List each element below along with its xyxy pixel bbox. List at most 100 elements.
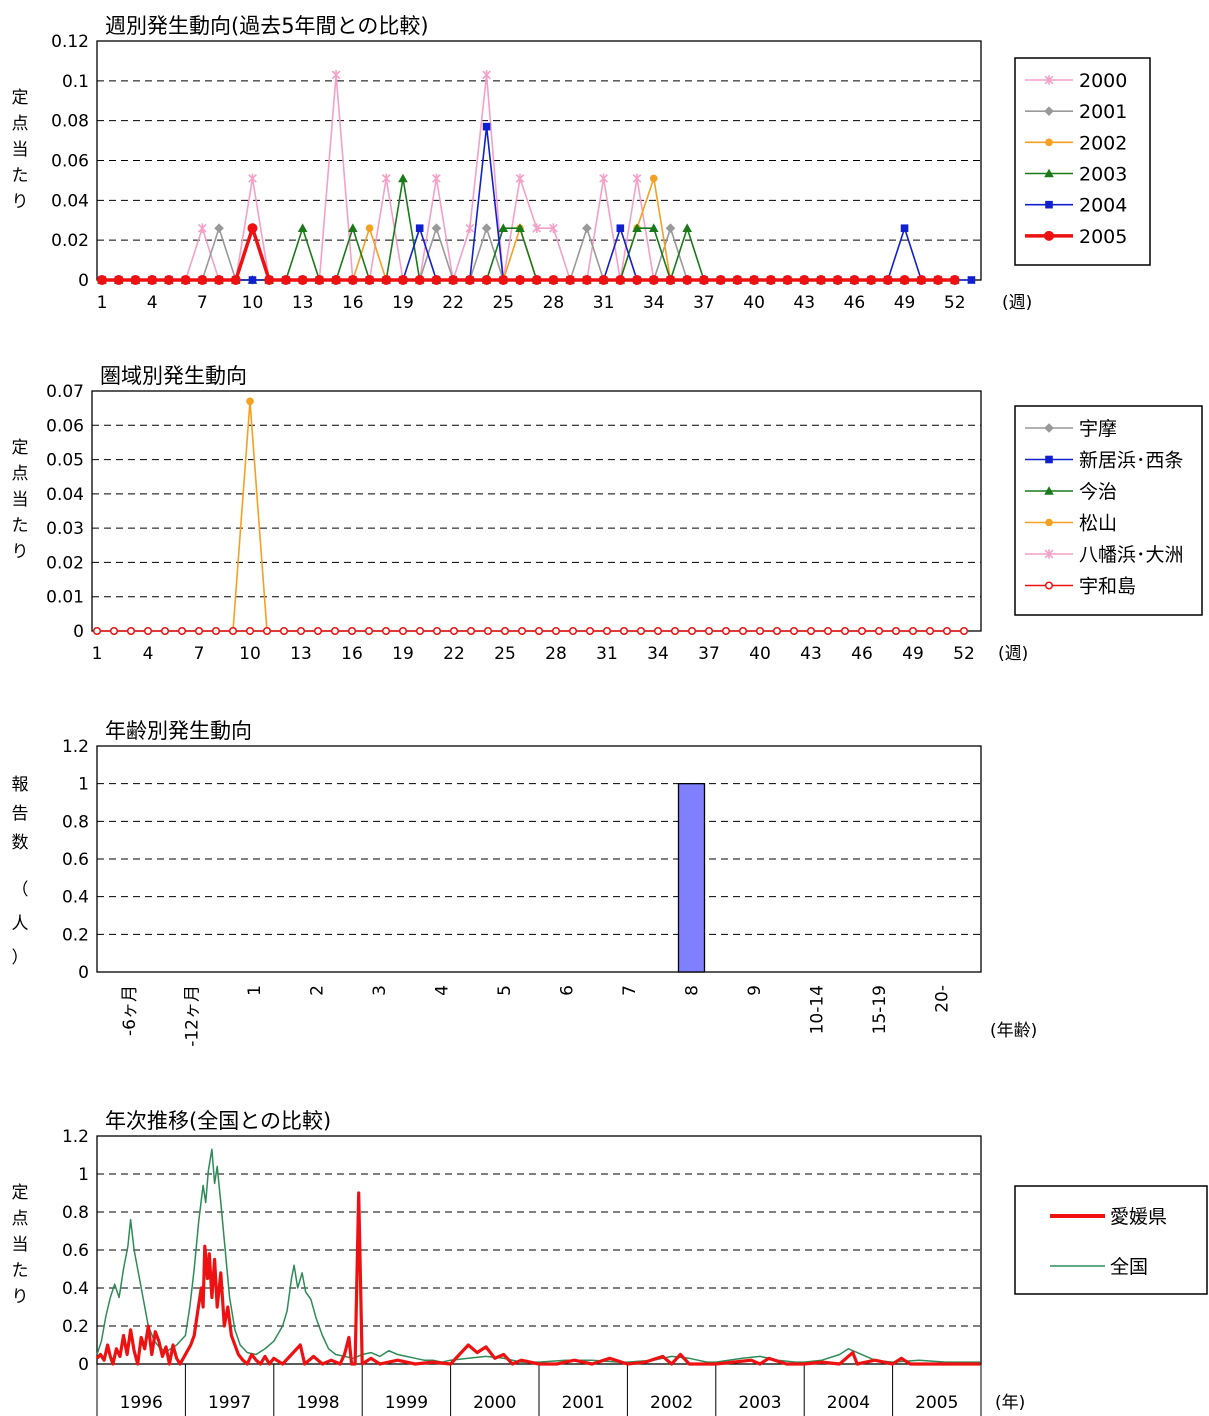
legend-label: 愛媛県	[1110, 1206, 1167, 1228]
data-point	[92, 626, 102, 636]
y-axis-label: 人	[12, 914, 29, 934]
x-tick-label: 34	[643, 293, 665, 313]
data-point	[248, 276, 257, 284]
data-point	[615, 275, 626, 285]
data-point	[194, 626, 204, 636]
x-tick-label: 5	[495, 985, 515, 996]
y-axis-label: り	[12, 542, 29, 562]
x-tick-label: 19	[392, 293, 414, 313]
data-point	[364, 275, 375, 285]
x-tick-label: 28	[545, 644, 567, 664]
y-tick-label: 0.07	[46, 382, 84, 402]
data-point	[228, 626, 238, 636]
x-tick-label: 7	[620, 985, 640, 996]
x-tick-label: -12ヶ月	[183, 985, 203, 1047]
data-point	[687, 626, 697, 636]
y-tick-label: 0.08	[51, 112, 89, 132]
data-point	[721, 626, 731, 636]
y-axis-label: 定	[12, 1183, 29, 1203]
legend-label: 2003	[1079, 164, 1127, 186]
y-axis-label: り	[12, 1287, 29, 1307]
x-tick-label: 1996	[120, 1393, 163, 1413]
data-point	[245, 626, 255, 636]
data-point	[532, 223, 542, 234]
y-tick-label: 0	[73, 622, 84, 642]
legend-box	[1014, 1185, 1208, 1295]
data-point	[296, 626, 306, 636]
y-axis-label: た	[12, 166, 29, 186]
y-tick-label: 0.1	[62, 72, 89, 92]
x-tick-label: 40	[749, 644, 771, 664]
legend-label: 宇和島	[1079, 576, 1136, 598]
data-point	[464, 275, 475, 285]
data-point	[381, 626, 391, 636]
x-tick-label: 2	[308, 985, 328, 996]
chart-title: 週別発生動向(過去5年間との比較)	[105, 14, 429, 38]
x-tick-label: 1	[92, 644, 103, 664]
x-tick-label: 2003	[738, 1393, 781, 1413]
data-point	[1044, 106, 1054, 116]
x-tick-label: 1998	[296, 1393, 339, 1413]
series-line	[102, 74, 955, 281]
x-tick-label: 16	[342, 293, 364, 313]
x-tick-label: 3	[370, 985, 390, 996]
chart-title: 年次推移(全国との比較)	[105, 1109, 331, 1133]
data-point	[248, 173, 257, 184]
x-tick-label: 28	[543, 293, 565, 313]
x-tick-label: 19	[392, 644, 414, 664]
data-point	[177, 626, 187, 636]
y-axis-label: （	[12, 880, 29, 900]
legend-label: 2004	[1079, 195, 1127, 217]
x-tick-label: 4	[433, 985, 453, 996]
data-point	[364, 626, 374, 636]
data-point	[431, 223, 442, 234]
data-point	[517, 626, 527, 636]
data-point	[568, 626, 578, 636]
y-axis-label: た	[12, 1261, 29, 1281]
data-point	[682, 275, 693, 285]
data-point	[874, 626, 884, 636]
data-point	[1045, 518, 1053, 527]
data-point	[782, 275, 793, 285]
legend-label: 2002	[1079, 132, 1127, 154]
data-point	[755, 626, 765, 636]
x-tick-label: 7	[197, 293, 208, 313]
data-point	[1044, 75, 1054, 85]
data-point	[649, 174, 658, 183]
x-tick-label: 37	[698, 644, 720, 664]
series-2005	[97, 222, 960, 285]
data-point	[197, 223, 207, 234]
plot-frame	[91, 390, 982, 632]
bar	[677, 783, 706, 973]
x-tick-label: 25	[492, 293, 514, 313]
legend-label: 2005	[1079, 226, 1127, 248]
chart-title: 圏域別発生動向	[100, 364, 247, 388]
data-point	[197, 275, 208, 285]
y-axis-label: 定	[12, 438, 29, 458]
y-tick-label: 0.06	[46, 416, 84, 436]
x-axis-unit: (年齢)	[990, 1021, 1037, 1041]
y-axis-label: 当	[12, 1235, 29, 1255]
x-tick-label: 1	[245, 985, 265, 996]
data-point	[549, 223, 558, 234]
legend-label: 今治	[1079, 481, 1117, 503]
data-point	[163, 275, 174, 285]
x-tick-label: 46	[851, 644, 873, 664]
data-point	[330, 626, 340, 636]
data-point	[619, 626, 629, 636]
data-point	[789, 626, 799, 636]
data-point	[815, 275, 826, 285]
series-宇和島	[92, 626, 969, 636]
data-point	[806, 626, 816, 636]
data-point	[908, 626, 918, 636]
series-line-愛媛県	[95, 1191, 981, 1366]
data-point	[498, 275, 509, 285]
data-point	[515, 173, 525, 184]
data-point	[109, 626, 119, 636]
data-point	[749, 275, 760, 285]
data-point	[314, 275, 325, 285]
x-tick-label: 43	[793, 293, 815, 313]
x-axis-unit: (週)	[998, 644, 1028, 664]
x-tick-label: 8	[683, 985, 703, 996]
data-point	[599, 173, 608, 184]
